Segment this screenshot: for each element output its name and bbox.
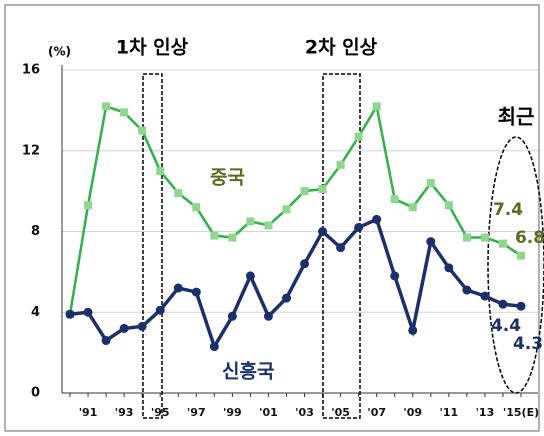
highlight-box bbox=[142, 73, 163, 419]
point bbox=[516, 301, 526, 311]
point bbox=[390, 195, 399, 204]
point bbox=[227, 311, 237, 321]
point bbox=[263, 311, 273, 321]
annotation: 1차 인상 bbox=[116, 37, 189, 59]
series-label: 중국 bbox=[210, 167, 245, 189]
point bbox=[65, 309, 75, 319]
x-tick-label: '01 bbox=[259, 406, 278, 419]
point bbox=[102, 102, 111, 111]
value-label: 7.4 bbox=[493, 200, 523, 220]
point bbox=[119, 323, 129, 333]
x-tick-label: '99 bbox=[223, 406, 242, 419]
point bbox=[228, 233, 237, 242]
point bbox=[354, 222, 364, 232]
point bbox=[156, 166, 165, 175]
point bbox=[138, 126, 147, 135]
point bbox=[282, 205, 291, 214]
highlight-box bbox=[322, 73, 361, 419]
value-label: 6.8 bbox=[515, 228, 544, 248]
point bbox=[462, 233, 471, 242]
x-tick-label: '91 bbox=[79, 406, 98, 419]
point bbox=[101, 336, 111, 346]
annotation: 2차 인상 bbox=[305, 37, 378, 59]
point bbox=[462, 285, 472, 295]
point bbox=[336, 160, 345, 169]
point bbox=[408, 325, 418, 335]
x-tick-label: '13 bbox=[476, 406, 495, 419]
point bbox=[264, 221, 273, 230]
point bbox=[498, 239, 507, 248]
x-tick-label: '05 bbox=[331, 406, 350, 419]
highlight-ellipse bbox=[487, 136, 544, 394]
point bbox=[372, 214, 382, 224]
y-tick-label: 8 bbox=[31, 224, 40, 239]
point bbox=[300, 259, 310, 269]
x-tick-label: '97 bbox=[187, 406, 206, 419]
point bbox=[498, 299, 508, 309]
point bbox=[191, 287, 201, 297]
point bbox=[390, 271, 400, 281]
unit-label: (%) bbox=[48, 45, 71, 59]
point bbox=[480, 291, 490, 301]
point bbox=[372, 102, 381, 111]
point bbox=[137, 321, 147, 331]
value-label: 4.3 bbox=[513, 334, 543, 354]
point bbox=[517, 251, 525, 260]
point bbox=[84, 201, 93, 210]
value-label: 4.4 bbox=[491, 316, 521, 336]
point bbox=[354, 132, 363, 141]
x-tick-label: '07 bbox=[367, 406, 386, 419]
x-tick-label: '15(E) bbox=[503, 406, 539, 419]
point bbox=[120, 108, 129, 117]
x-tick-label: '03 bbox=[295, 406, 314, 419]
point bbox=[408, 203, 417, 212]
point bbox=[246, 217, 255, 226]
y-tick-label: 4 bbox=[31, 305, 40, 320]
x-tick-label: '93 bbox=[115, 406, 134, 419]
x-tick-label: '95 bbox=[151, 406, 170, 419]
point bbox=[444, 263, 454, 273]
point bbox=[480, 233, 489, 242]
series-label: 신흥국 bbox=[222, 360, 274, 383]
series-line bbox=[69, 216, 522, 351]
point bbox=[318, 185, 327, 194]
y-tick-label: 12 bbox=[22, 143, 40, 158]
y-tick-label: 0 bbox=[31, 386, 40, 401]
x-tick-label: '09 bbox=[403, 406, 422, 419]
y-tick-label: 16 bbox=[22, 63, 40, 78]
point bbox=[281, 293, 291, 303]
annotation: 최근 bbox=[498, 105, 535, 129]
point bbox=[210, 231, 219, 240]
point bbox=[426, 237, 436, 247]
point bbox=[336, 243, 346, 253]
point bbox=[245, 271, 255, 281]
point bbox=[300, 187, 309, 196]
point bbox=[173, 283, 183, 293]
point bbox=[83, 307, 93, 317]
point bbox=[426, 179, 435, 188]
point bbox=[209, 342, 219, 352]
point bbox=[444, 201, 453, 210]
point bbox=[155, 305, 165, 315]
x-tick-label: '11 bbox=[439, 406, 458, 419]
point bbox=[174, 189, 183, 198]
point bbox=[318, 227, 328, 236]
frame bbox=[4, 4, 540, 432]
point bbox=[192, 203, 201, 212]
